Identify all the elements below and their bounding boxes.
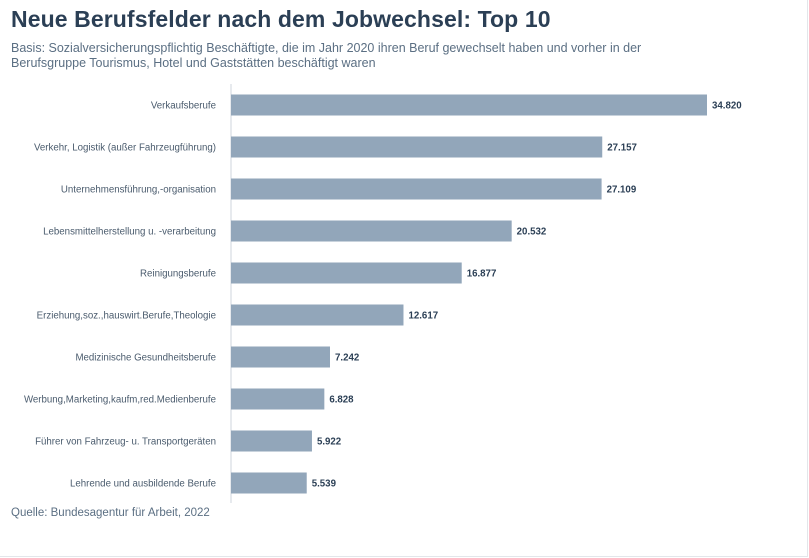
value-label: 5.922: [317, 437, 341, 448]
category-label: Medizinische Gesundheitsberufe: [75, 353, 216, 364]
value-label: 27.157: [607, 143, 637, 154]
bar: [231, 304, 404, 326]
chart-title: Neue Berufsfelder nach dem Jobwechsel: T…: [11, 6, 551, 32]
bar: [231, 94, 707, 116]
chart-source: Quelle: Bundesagentur für Arbeit, 2022: [11, 507, 210, 519]
bar: [231, 262, 462, 284]
value-label: 27.109: [607, 185, 637, 196]
category-label: Führer von Fahrzeug- u. Transportgeräten: [35, 437, 216, 448]
value-label: 16.877: [467, 269, 497, 280]
bar: [231, 178, 602, 200]
value-label: 6.828: [329, 395, 354, 406]
category-label: Lehrende und ausbildende Berufe: [70, 479, 216, 490]
category-label: Werbung,Marketing,kaufm,red.Medienberufe: [24, 395, 216, 406]
bar: [231, 430, 312, 452]
bar: [231, 346, 331, 368]
category-label: Erziehung,soz.,hauswirt.Berufe,Theologie: [37, 311, 216, 322]
chart-subtitle: Basis: Sozialversicherungspflichtig Besc…: [11, 41, 642, 70]
value-label: 7.242: [335, 353, 359, 364]
category-label: Verkehr, Logistik (außer Fahrzeugführung…: [34, 143, 216, 154]
bar: [231, 388, 325, 410]
value-label: 20.532: [517, 227, 547, 238]
bar: [231, 136, 603, 158]
value-label: 34.820: [712, 101, 742, 112]
value-label: 5.539: [312, 479, 337, 490]
category-label: Unternehmensführung,-organisation: [61, 185, 216, 196]
value-label: 12.617: [408, 311, 438, 322]
category-label: Lebensmittelherstellung u. -verarbeitung: [43, 227, 216, 238]
bar: [231, 220, 512, 242]
category-label: Verkaufsberufe: [151, 101, 216, 112]
bar: [231, 472, 307, 494]
category-label: Reinigungsberufe: [140, 269, 216, 280]
